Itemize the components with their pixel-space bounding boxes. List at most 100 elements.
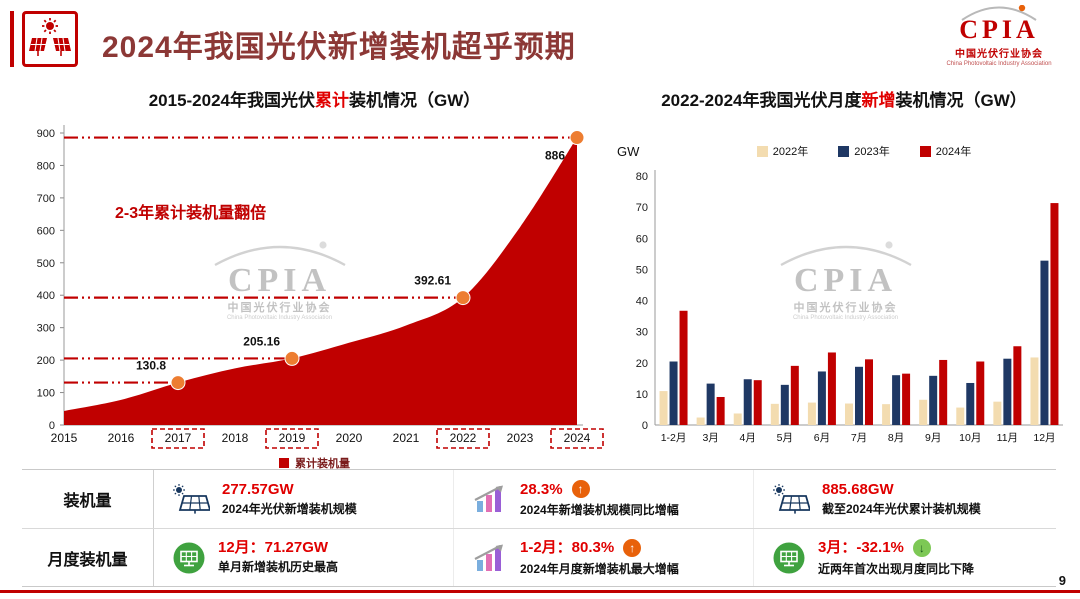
y-tick-label: 300 — [37, 323, 55, 335]
x-tick-label: 12月 — [1033, 432, 1055, 444]
green-panel-icon — [772, 541, 806, 575]
left-title-highlight: 累计 — [315, 91, 350, 110]
metric-value: 885.68GW — [822, 482, 981, 497]
left-chart-title: 2015-2024年我国光伏累计装机情况（GW） — [22, 86, 607, 110]
bar-2024年 — [753, 380, 762, 425]
logo-sub: China Photovoltaic Industry Association — [946, 61, 1052, 67]
cumulative-area-chart: 0 100 200 300 400 500 600 700 800 900 130.8 205.16 3… — [37, 125, 604, 449]
x-tick-label: 1-2月 — [661, 432, 687, 444]
logo-org: 中国光伏行业协会 — [955, 49, 1043, 60]
up-arrow-icon — [571, 480, 590, 498]
metric-caption: 截至2024年光伏累计装机规模 — [822, 501, 981, 516]
bar-2023年 — [966, 382, 975, 425]
summary-cell: 1-2月：80.3% 2024年月度新增装机最大增幅 — [454, 529, 754, 586]
left-title-prefix: 2015-2024年我国光伏 — [148, 91, 316, 110]
bar-2022年 — [807, 402, 816, 425]
legend-label: 2024年 — [935, 146, 972, 158]
summary-cell: 12月：71.27GW 单月新增装机历史最高 — [154, 529, 454, 586]
metric-value-text: 3月：-32.1% — [818, 539, 904, 556]
metric-caption: 单月新增装机历史最高 — [218, 560, 339, 574]
x-tick-label: 8月 — [888, 432, 904, 444]
bar-2024年 — [827, 352, 836, 425]
highlight-marker — [455, 290, 471, 306]
bar-2022年 — [733, 413, 742, 425]
y-tick-label: 0 — [49, 420, 55, 432]
bar-2024年 — [976, 361, 985, 425]
bar-2023年 — [669, 361, 678, 425]
y-axis-unit-label: GW — [617, 144, 640, 159]
bar-2022年 — [882, 404, 891, 425]
y-tick-label: 200 — [37, 355, 55, 367]
y-tick-label: 700 — [37, 193, 55, 205]
solar-panel-icon — [172, 484, 210, 514]
metric-value-text: 12月：71.27GW — [218, 539, 329, 556]
bar-2023年 — [929, 375, 938, 425]
y-tick-label: 900 — [37, 128, 55, 140]
highlight-marker — [569, 130, 585, 146]
table-row: 月度装机量 12月：71.27GW 单月新增装机历史最高 — [22, 528, 1056, 586]
legend-label: 2023年 — [854, 146, 890, 158]
summary-cell: 3月：-32.1% 近两年首次出现月度同比下降 — [754, 529, 1054, 586]
metric-caption: 2024年光伏新增装机规模 — [222, 501, 357, 516]
bar-2023年 — [706, 383, 715, 425]
bar-2022年 — [919, 399, 928, 425]
monthly-chart-panel: 2022-2024年我国光伏月度新增装机情况（GW） GW 2022年 2023年… — [615, 86, 1073, 468]
left-title-suffix: 装机情况（GW） — [349, 91, 481, 110]
bar-2022年 — [770, 403, 779, 425]
bar-2024年 — [865, 359, 873, 425]
cell-text: 1-2月：80.3% 2024年月度新增装机最大增幅 — [520, 538, 679, 577]
x-tick-label: 2020 — [336, 431, 363, 445]
legend-label: 累计装机量 — [295, 458, 350, 470]
metric-value: 12月：71.27GW — [218, 540, 338, 555]
legend-swatch — [756, 145, 768, 157]
footer-accent-line — [0, 590, 1080, 593]
data-label: 130.8 — [136, 359, 166, 373]
right-title-highlight: 新增 — [861, 91, 896, 110]
bar-2022年 — [845, 403, 853, 425]
cell-text: 277.57GW 2024年光伏新增装机规模 — [222, 482, 357, 517]
summary-cell: 885.68GW 截至2024年光伏累计装机规模 — [754, 470, 1054, 528]
x-tick-label: 6月 — [814, 432, 830, 444]
y-tick-label: 60 — [636, 233, 648, 245]
y-tick-label: 10 — [636, 389, 648, 401]
bar-2023年 — [1040, 260, 1049, 425]
down-arrow-icon — [912, 538, 931, 557]
metric-value-text: 28.3% — [520, 480, 563, 498]
bar-2022年 — [659, 391, 668, 425]
bar-2024年 — [790, 365, 799, 425]
page-number: 9 — [1058, 573, 1066, 588]
y-tick-label: 500 — [37, 258, 55, 270]
y-tick-label: 30 — [636, 327, 648, 339]
highlight-marker — [170, 375, 186, 391]
right-title-prefix: 2022-2024年我国光伏月度 — [661, 91, 862, 110]
solar-panel-icon — [772, 484, 810, 514]
y-tick-label: 70 — [636, 202, 648, 214]
summary-cell: 277.57GW 2024年光伏新增装机规模 — [154, 470, 454, 528]
bar-2024年 — [679, 310, 688, 425]
legend-item: 2024年 — [919, 143, 972, 159]
y-tick-label: 40 — [636, 296, 648, 308]
highlight-marker — [284, 350, 300, 366]
area-series — [64, 137, 577, 425]
cell-text: 28.3% 2024年新增装机规模同比增幅 — [520, 480, 679, 518]
growth-chart-icon — [472, 543, 508, 573]
monthly-bar-chart: 0 10 20 30 40 50 60 70 80 1-2月 3月 4月 5月 6月 7月 8月 9月 10月 11… — [636, 170, 1063, 444]
metric-caption: 2024年月度新增装机最大增幅 — [520, 561, 679, 576]
metric-caption: 近两年首次出现月度同比下降 — [818, 561, 975, 576]
bar-2024年 — [716, 396, 725, 425]
metric-value: 28.3% — [520, 480, 679, 498]
bar-chart-header-row: GW 2022年 2023年 2024年 — [615, 140, 1073, 162]
legend-swatch — [838, 145, 850, 157]
bar-2024年 — [1050, 203, 1059, 425]
header-accent-bar — [10, 11, 14, 67]
y-tick-label: 20 — [636, 358, 648, 370]
bar-2022年 — [696, 417, 705, 425]
cell-text: 885.68GW 截至2024年光伏累计装机规模 — [822, 482, 981, 517]
bar-2022年 — [993, 401, 1002, 425]
x-tick-label: 2024 — [564, 431, 591, 445]
summary-cell: 28.3% 2024年新增装机规模同比增幅 — [454, 470, 754, 528]
left-chart-legend: 累计装机量 — [22, 455, 607, 471]
x-tick-label: 2017 — [165, 431, 192, 445]
y-tick-label: 800 — [37, 160, 55, 172]
